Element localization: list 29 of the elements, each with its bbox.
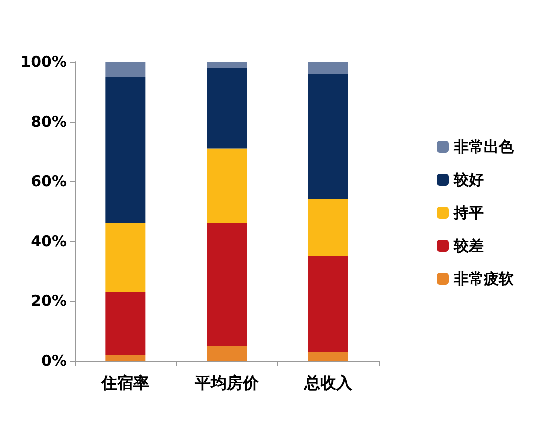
bar — [106, 76, 146, 224]
legend-label: 较差 — [453, 237, 484, 255]
bar — [308, 74, 348, 200]
y-tick-label: 20% — [31, 292, 67, 310]
bar — [207, 346, 247, 361]
x-tick-label: 平均房价 — [194, 374, 260, 392]
legend-label: 较好 — [453, 171, 484, 189]
y-tick-label: 40% — [31, 232, 67, 250]
bar — [308, 200, 348, 256]
bar — [207, 148, 247, 224]
bar — [207, 223, 247, 346]
bar — [106, 292, 146, 356]
legend-label: 非常出色 — [453, 138, 515, 156]
bar — [106, 223, 146, 292]
legend-label: 持平 — [453, 204, 484, 222]
y-tick-label: 60% — [31, 172, 67, 191]
bar — [106, 62, 146, 77]
bar — [308, 352, 348, 361]
y-tick-label: 80% — [31, 112, 67, 131]
x-tick-label: 总收入 — [303, 374, 354, 392]
bar — [106, 355, 146, 361]
bar — [207, 62, 247, 68]
bar — [207, 68, 247, 149]
y-tick-label: 100% — [20, 53, 67, 71]
legend-label: 非常疲软 — [453, 270, 515, 288]
y-tick-label: 0% — [42, 352, 67, 370]
bar — [308, 62, 348, 74]
x-tick-label: 住宿率 — [100, 374, 150, 392]
bar — [308, 256, 348, 352]
